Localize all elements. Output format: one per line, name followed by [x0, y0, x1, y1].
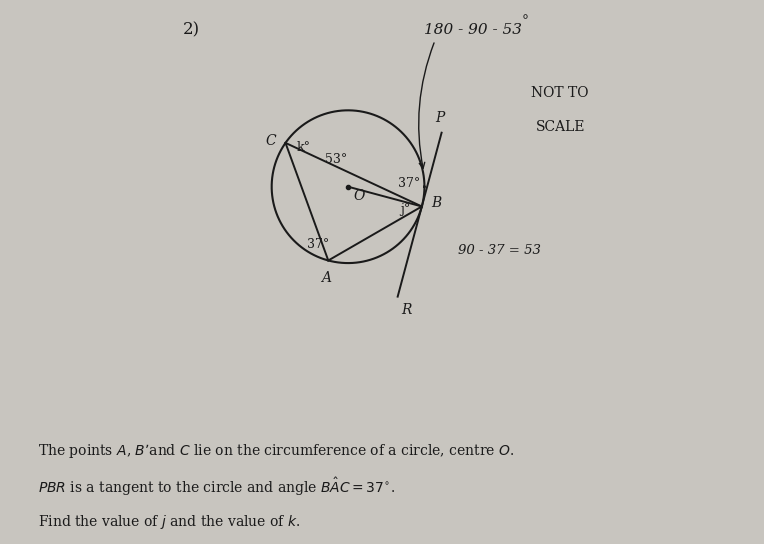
Text: 90 - 37 = 53: 90 - 37 = 53: [458, 244, 541, 257]
Text: R: R: [401, 303, 412, 317]
Text: °: °: [522, 14, 529, 28]
Text: 37°: 37°: [399, 177, 421, 190]
Text: 37°: 37°: [307, 238, 329, 251]
Text: The points $A$, $B$’and $C$ lie on the circumference of a circle, centre $O$.: The points $A$, $B$’and $C$ lie on the c…: [38, 442, 514, 460]
Text: $PBR$ is a tangent to the circle and angle $B\hat{A}C = 37^{\circ}$.: $PBR$ is a tangent to the circle and ang…: [38, 475, 396, 498]
Text: O: O: [353, 189, 364, 203]
Text: SCALE: SCALE: [536, 120, 585, 134]
Text: 2): 2): [183, 21, 199, 38]
Text: k°: k°: [296, 140, 310, 153]
Text: 53°: 53°: [325, 153, 347, 166]
Text: 180 - 90 - 53: 180 - 90 - 53: [425, 23, 523, 36]
Text: C: C: [266, 134, 276, 148]
Text: P: P: [435, 111, 444, 125]
Text: B: B: [431, 196, 442, 210]
Text: Find the value of $j$ and the value of $k$.: Find the value of $j$ and the value of $…: [38, 514, 300, 531]
Text: NOT TO: NOT TO: [532, 86, 589, 100]
Text: A: A: [321, 271, 331, 285]
Text: j°: j°: [400, 203, 410, 216]
